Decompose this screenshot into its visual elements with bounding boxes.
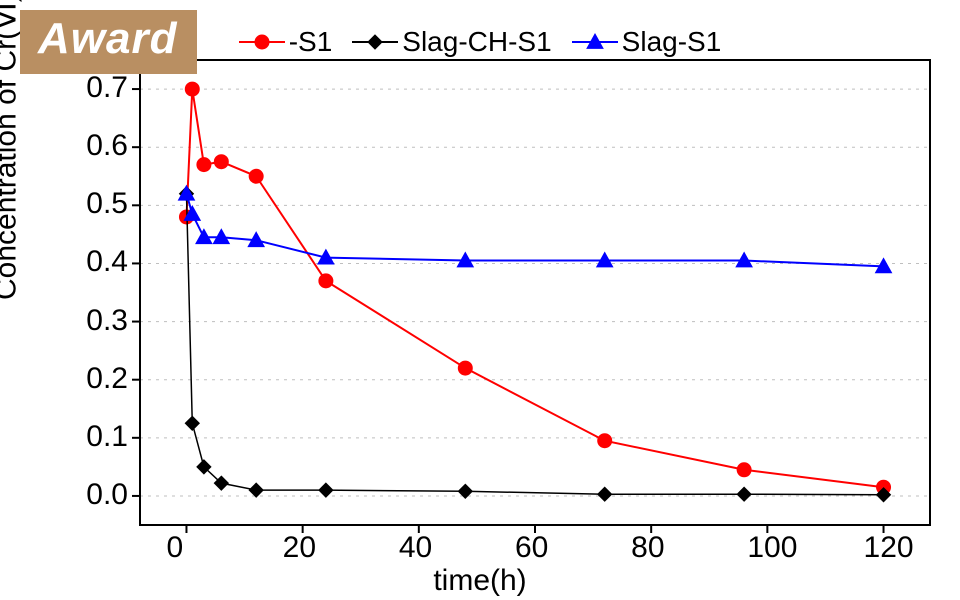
y-tick-label: 0.6 xyxy=(86,129,128,163)
legend-line xyxy=(572,41,618,43)
legend-item: -S1 xyxy=(239,26,333,58)
y-tick-label: 0.7 xyxy=(86,71,128,105)
legend-label: Slag-CH-S1 xyxy=(402,26,551,58)
x-tick-label: 80 xyxy=(631,531,664,565)
x-tick-label: 20 xyxy=(283,531,316,565)
diamond-icon xyxy=(365,32,385,52)
chart-container: -S1 Slag-CH-S1 Slag-S1 Concentration of … xyxy=(0,0,960,600)
y-tick-label: 0.5 xyxy=(86,187,128,221)
y-tick-label: 0.4 xyxy=(86,245,128,279)
legend-item: Slag-CH-S1 xyxy=(352,26,551,58)
legend-label: -S1 xyxy=(289,26,333,58)
legend-label: Slag-S1 xyxy=(622,26,722,58)
x-tick-label: 40 xyxy=(399,531,432,565)
y-tick-label: 0.1 xyxy=(86,420,128,454)
plot-svg xyxy=(0,0,960,600)
x-tick-label: 60 xyxy=(515,531,548,565)
x-tick-label: 120 xyxy=(864,531,914,565)
triangle-icon xyxy=(585,32,605,52)
legend-item: Slag-S1 xyxy=(572,26,722,58)
legend-line xyxy=(239,41,285,43)
y-tick-label: 0.0 xyxy=(86,478,128,512)
circle-icon xyxy=(252,32,272,52)
x-tick-label: 100 xyxy=(747,531,797,565)
y-tick-label: 0.2 xyxy=(86,362,128,396)
award-badge: Award xyxy=(20,10,197,74)
y-tick-label: 0.3 xyxy=(86,304,128,338)
x-axis-label: time(h) xyxy=(433,564,526,598)
x-tick-label: 0 xyxy=(166,531,183,565)
legend-line xyxy=(352,41,398,43)
